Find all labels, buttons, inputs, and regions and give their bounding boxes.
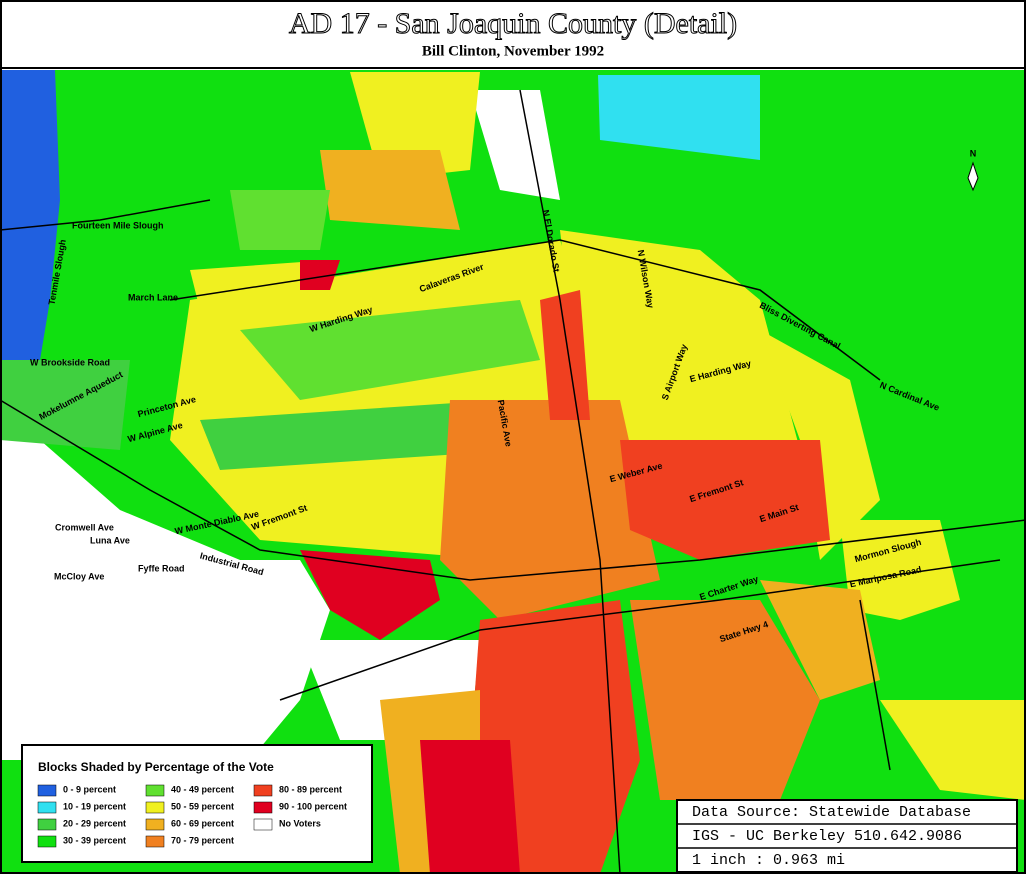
source-line: Data Source: Statewide Database	[692, 804, 971, 821]
lake	[0, 70, 60, 360]
roads	[0, 89, 1026, 874]
legend: Blocks Shaded by Percentage of the Vote …	[21, 744, 373, 863]
street-label: Cromwell Ave	[55, 522, 114, 532]
street-label: Luna Ave	[90, 535, 130, 545]
legend-label: 60 - 69 percent	[171, 818, 234, 828]
legend-label: 10 - 19 percent	[63, 801, 126, 811]
legend-swatch	[37, 784, 57, 797]
legend-swatch	[253, 801, 273, 814]
legend-swatch	[253, 784, 273, 797]
area	[300, 260, 340, 290]
legend-swatch	[145, 801, 165, 814]
legend-label: 20 - 29 percent	[63, 818, 126, 828]
lake	[598, 75, 760, 160]
area	[840, 520, 960, 620]
area	[440, 400, 660, 620]
map-areas	[0, 70, 1026, 874]
legend-swatch	[253, 818, 273, 831]
road	[519, 89, 621, 874]
title: AD 17 - San Joaquin County (Detail)	[289, 7, 737, 40]
area	[760, 580, 880, 700]
road	[169, 239, 881, 381]
legend-label: 90 - 100 percent	[279, 801, 347, 811]
legend-box	[21, 744, 373, 863]
legend-swatch	[37, 818, 57, 831]
legend-label: 0 - 9 percent	[63, 784, 116, 794]
legend-label: 50 - 59 percent	[171, 801, 234, 811]
legend-swatch	[145, 784, 165, 797]
road	[0, 399, 1026, 581]
legend-swatch	[37, 801, 57, 814]
no-voters	[0, 440, 330, 760]
legend-swatch	[145, 835, 165, 848]
north-label: N	[970, 148, 977, 158]
area	[240, 300, 540, 400]
no-voters	[470, 90, 560, 200]
legend-swatch	[37, 835, 57, 848]
legend-label: No Voters	[279, 818, 321, 828]
street-label: Fourteen Mile Slough	[72, 220, 164, 230]
road	[279, 559, 1001, 701]
area	[0, 360, 130, 450]
area	[540, 290, 590, 420]
legend-label: 40 - 49 percent	[171, 784, 234, 794]
north-arrow: N	[967, 148, 979, 192]
area	[300, 550, 440, 640]
area	[320, 150, 460, 230]
area	[420, 740, 520, 874]
legend-title: Blocks Shaded by Percentage of the Vote	[38, 760, 274, 774]
area	[880, 700, 1026, 800]
street-label: Fyffe Road	[138, 563, 185, 573]
road	[0, 199, 211, 231]
area	[200, 400, 520, 470]
street-label: W Brookside Road	[30, 357, 110, 367]
street-label: March Lane	[128, 292, 178, 302]
street-label: McCloy Ave	[54, 571, 104, 581]
road	[859, 599, 891, 771]
legend-label: 80 - 89 percent	[279, 784, 342, 794]
subtitle: Bill Clinton, November 1992	[422, 43, 604, 59]
source-box: Data Source: Statewide Database IGS - UC …	[676, 799, 1018, 873]
north-arrow-shape	[967, 161, 979, 192]
source-line: 1 inch : 0.963 mi	[692, 852, 845, 869]
legend-label: 30 - 39 percent	[63, 835, 126, 845]
legend-label: 70 - 79 percent	[171, 835, 234, 845]
source-line: IGS - UC Berkeley 510.642.9086	[692, 828, 962, 845]
area	[230, 190, 330, 250]
header-bg	[0, 0, 1026, 68]
legend-swatch	[145, 818, 165, 831]
area	[620, 440, 830, 560]
area	[630, 600, 820, 800]
